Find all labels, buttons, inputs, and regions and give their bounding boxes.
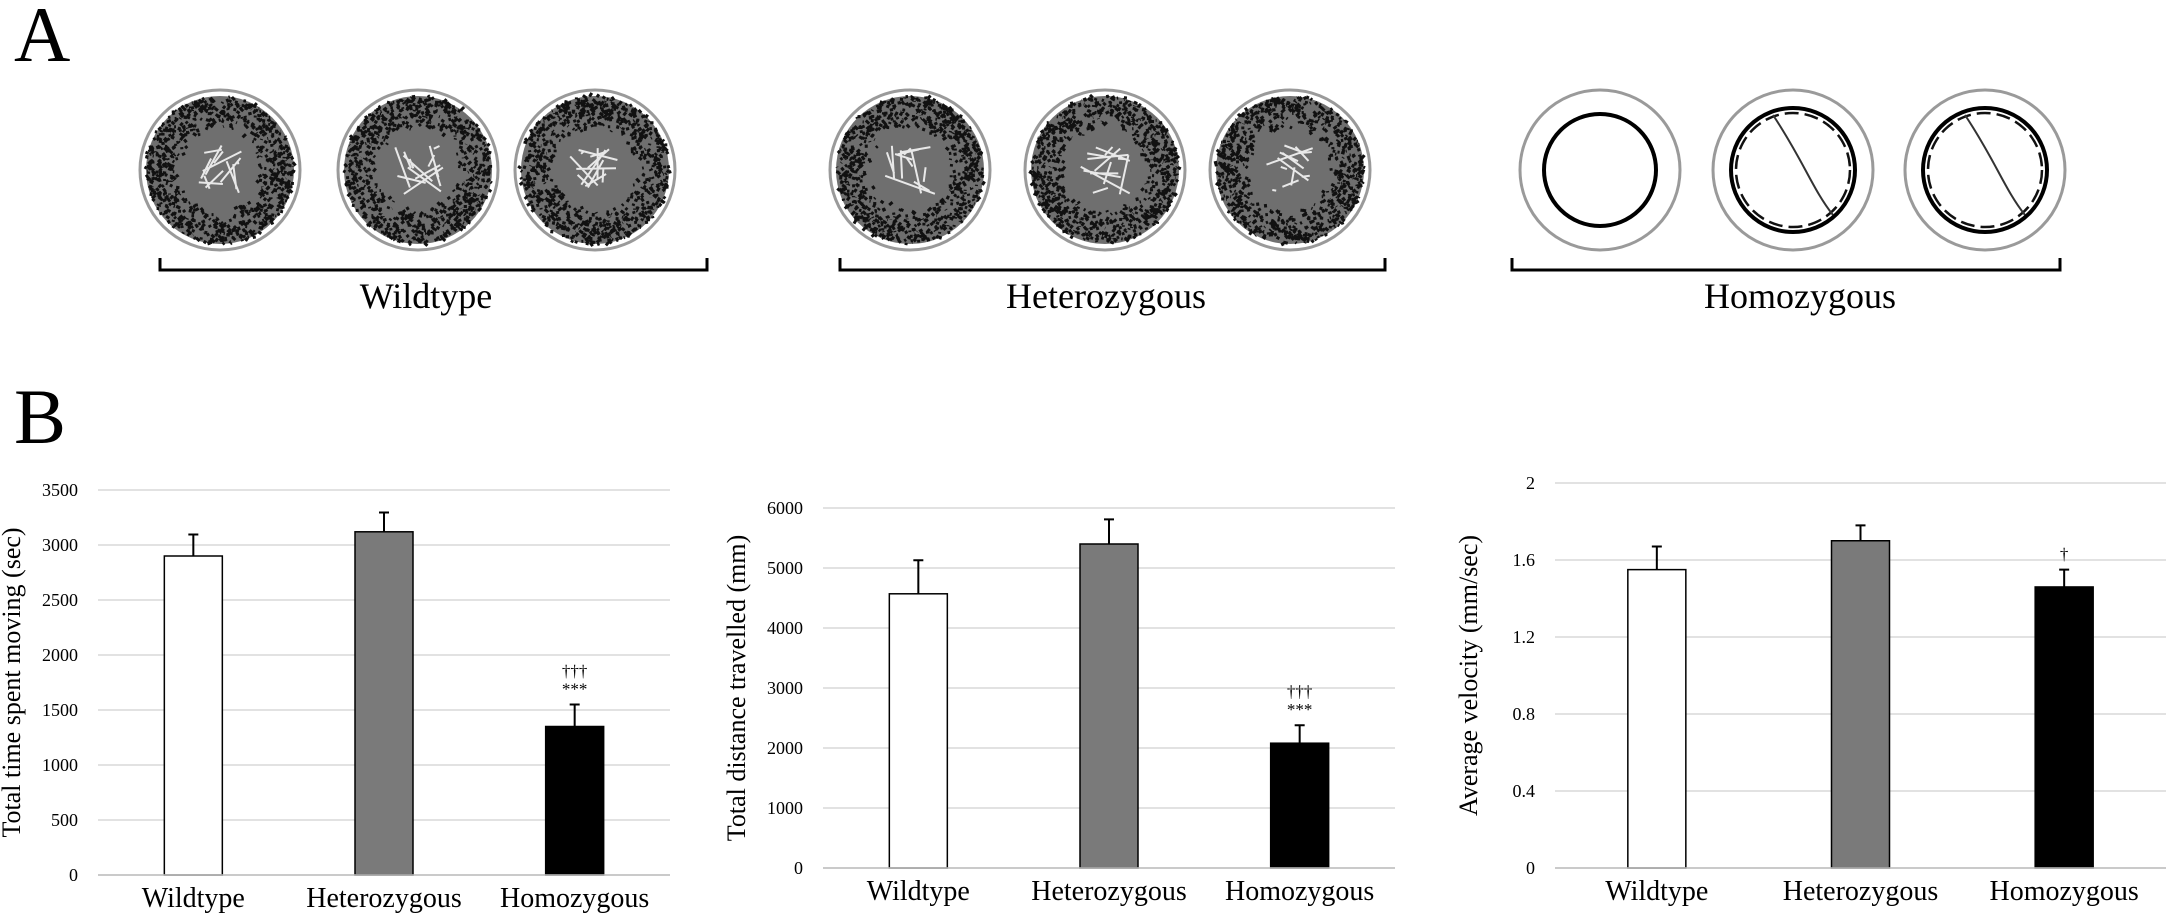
- y-tick-label: 0.8: [1513, 704, 1536, 724]
- group-label-homozygous: Homozygous: [1704, 276, 1896, 316]
- significance-marker: †††: [562, 662, 588, 681]
- y-tick-label: 2000: [767, 738, 803, 758]
- track-center-lines: [569, 148, 618, 188]
- track-center-lines: [1080, 146, 1131, 195]
- track-plot-wildtype-1: [138, 88, 302, 252]
- significance-marker: †: [2060, 545, 2069, 564]
- error-bar-homozygous: [2059, 568, 2070, 587]
- track-plot-heterozygous-1: [828, 88, 992, 252]
- y-tick-label: 2500: [42, 590, 78, 610]
- bar-homozygous: [544, 725, 605, 876]
- track-path: [143, 95, 297, 246]
- y-tick-label: 4000: [767, 618, 803, 638]
- y-tick-label: 0: [794, 858, 803, 878]
- bar-homozygous: [2034, 586, 2094, 869]
- y-tick-label: 3000: [42, 535, 78, 555]
- y-tick-label: 0: [69, 865, 78, 885]
- x-category-label: Heterozygous: [1783, 876, 1939, 907]
- y-axis-label: Total distance travelled (mm): [722, 535, 751, 841]
- track-ring: [1729, 106, 1857, 234]
- bar-chart-1: 0 500 1000 1500 2000 2500 3000 3500 Total time s…: [0, 480, 670, 914]
- group-bracket-wildtype: [158, 258, 709, 272]
- group-bracket-heterozygous: [838, 258, 1387, 272]
- track-cross-path: [1772, 114, 1834, 216]
- track-center-lines: [1266, 144, 1314, 192]
- bar-wildtype: [888, 593, 949, 869]
- x-category-label: Heterozygous: [1031, 876, 1187, 907]
- error-bar-heterozygous: [1855, 524, 1866, 541]
- y-tick-label: 1500: [42, 700, 78, 720]
- bar-wildtype: [1627, 568, 1687, 869]
- error-bar-wildtype: [1651, 545, 1662, 570]
- track-fill: [521, 96, 669, 244]
- x-category-label: Wildtype: [1605, 876, 1708, 907]
- y-tick-label: 0: [1526, 858, 1535, 878]
- y-tick-label: 2: [1526, 473, 1535, 493]
- x-category-label: Wildtype: [867, 876, 970, 907]
- track-ring: [1542, 112, 1658, 228]
- track-path: [342, 94, 493, 247]
- bar-heterozygous: [1079, 543, 1139, 869]
- track-center-lines: [884, 145, 936, 195]
- bar-heterozygous: [1830, 540, 1891, 869]
- x-category-label: Wildtype: [142, 883, 245, 914]
- y-tick-label: 1.6: [1513, 550, 1536, 570]
- error-bar-homozygous: [1294, 724, 1305, 744]
- y-axis-label: Average velocity (mm/sec): [1454, 535, 1483, 816]
- track-plot-heterozygous-3: [1208, 88, 1372, 252]
- error-bar-wildtype: [913, 559, 924, 594]
- error-bar-heterozygous: [379, 511, 389, 532]
- y-tick-label: 3500: [42, 480, 78, 500]
- y-tick-label: 0.4: [1513, 781, 1536, 801]
- track-plot-wildtype-2: [336, 88, 500, 252]
- y-tick-label: 2000: [42, 645, 78, 665]
- track-path: [1213, 95, 1366, 247]
- x-category-label: Homozygous: [500, 883, 649, 914]
- error-bar-homozygous: [569, 703, 580, 727]
- track-plot-heterozygous-2: [1023, 88, 1187, 252]
- track-plots: [138, 88, 2067, 272]
- track-plot-homozygous-1: [1518, 88, 1682, 252]
- track-ring-inner: [1926, 111, 2044, 229]
- y-tick-label: 1000: [767, 798, 803, 818]
- track-path: [517, 92, 672, 248]
- bar-homozygous: [1269, 742, 1330, 869]
- bar-wildtype: [163, 555, 224, 876]
- track-path: [835, 94, 986, 246]
- y-tick-label: 5000: [767, 558, 803, 578]
- y-tick-label: 3000: [767, 678, 803, 698]
- panel-letter-a: A: [14, 0, 71, 78]
- track-path: [1028, 93, 1182, 245]
- x-category-label: Homozygous: [1225, 876, 1374, 907]
- y-tick-label: 6000: [767, 498, 803, 518]
- group-bracket-homozygous: [1510, 258, 2062, 272]
- track-plot-homozygous-2: [1711, 88, 1875, 252]
- significance-marker: †††: [1287, 682, 1313, 701]
- x-category-label: Homozygous: [1990, 876, 2139, 907]
- track-center-lines: [394, 145, 444, 195]
- track-ring: [1921, 106, 2049, 234]
- track-fill: [1216, 96, 1364, 244]
- track-cross-path: [1964, 114, 2026, 216]
- y-axis-label: Total time spent moving (sec): [0, 527, 26, 837]
- significance-marker: ***: [1287, 700, 1313, 719]
- error-bar-wildtype: [188, 533, 199, 556]
- x-category-label: Heterozygous: [306, 883, 462, 914]
- error-bar-heterozygous: [1104, 518, 1114, 544]
- bar-chart-3: 0 0.4 0.8 1.2 1.6 2 Average velocity (mm/sec) W…: [1454, 473, 2166, 907]
- bar-chart-2: 0 1000 2000 3000 4000 5000 6000 Total distance …: [722, 498, 1395, 907]
- track-plot-wildtype-3: [513, 88, 677, 252]
- panel-letter-b: B: [14, 373, 67, 460]
- bar-heterozygous: [354, 531, 414, 876]
- y-tick-label: 1.2: [1513, 627, 1536, 647]
- y-tick-label: 500: [51, 810, 78, 830]
- group-label-wildtype: Wildtype: [359, 276, 493, 316]
- significance-marker: ***: [562, 680, 588, 699]
- group-label-heterozygous: Heterozygous: [1006, 276, 1206, 316]
- track-center-lines: [198, 145, 242, 194]
- track-ring-inner: [1734, 111, 1852, 229]
- y-tick-label: 1000: [42, 755, 78, 775]
- track-plot-homozygous-3: [1903, 88, 2067, 252]
